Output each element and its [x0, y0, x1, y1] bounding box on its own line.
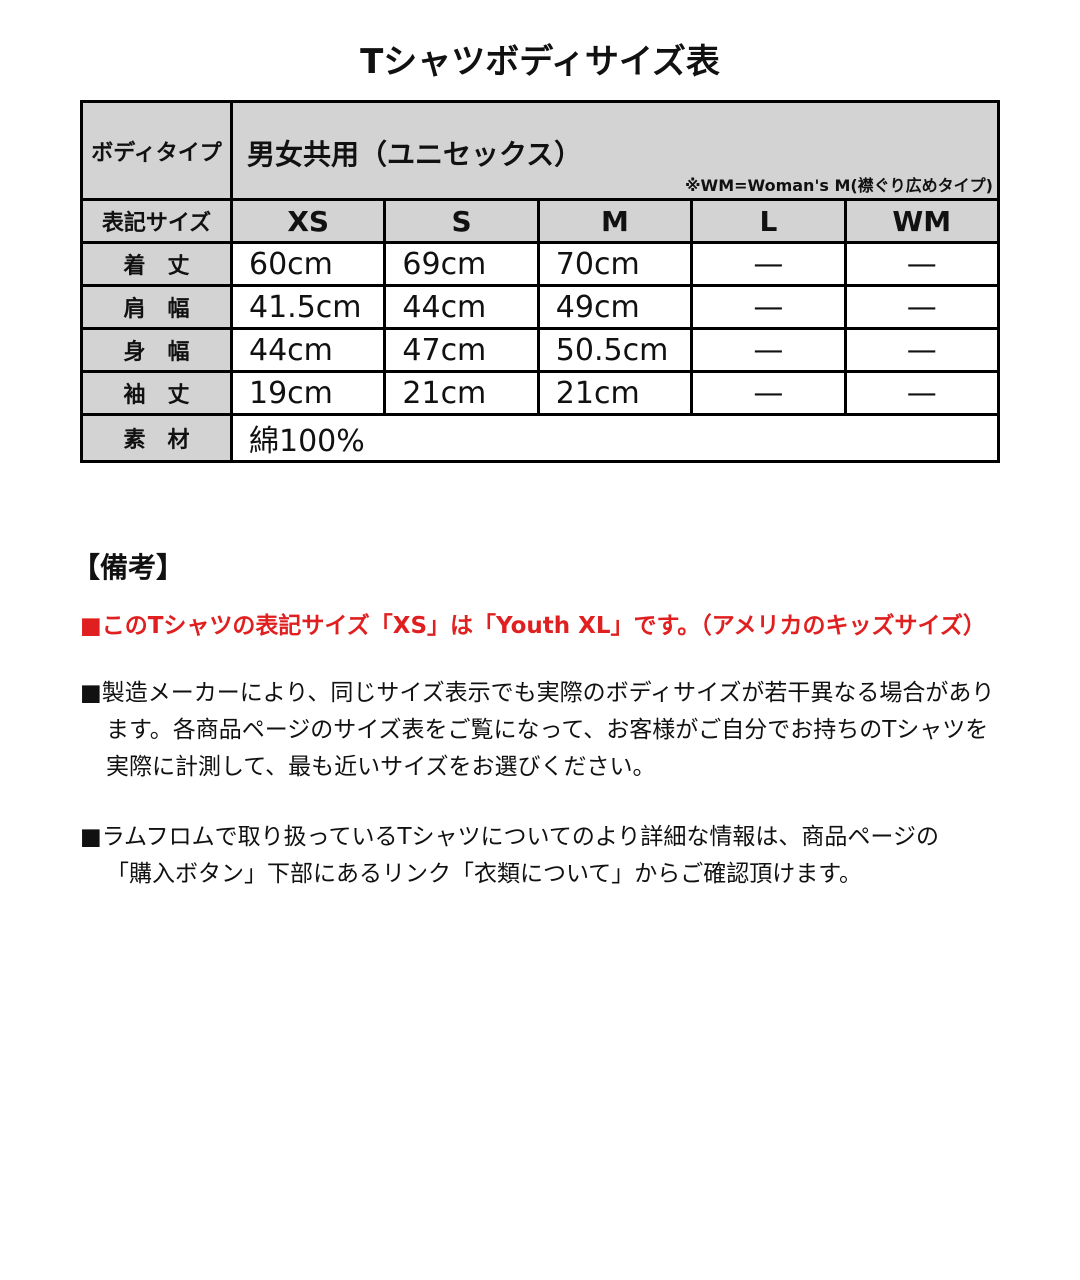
- row-value: 41.5cm: [229, 284, 387, 330]
- row-value: 50.5cm: [536, 327, 694, 373]
- row-value: 60cm: [229, 241, 387, 287]
- material-value: 綿100%: [230, 413, 1000, 463]
- row-label: 肩 幅: [80, 284, 233, 330]
- size-m: M: [536, 198, 694, 244]
- row-value: —: [690, 327, 847, 373]
- measurement-row: 肩 幅 41.5cm 44cm 49cm — —: [80, 284, 1001, 330]
- measurement-row: 袖 丈 19cm 21cm 21cm — —: [80, 370, 1001, 416]
- body-type-label: ボディタイプ: [80, 100, 233, 201]
- material-label: 素 材: [80, 413, 233, 463]
- row-value: 21cm: [536, 370, 694, 416]
- row-value: —: [843, 327, 1001, 373]
- material-row: 素 材 綿100%: [80, 413, 1000, 463]
- details-note: ■ラムフロムで取り扱っているTシャツについてのより詳細な情報は、商品ページの 「…: [80, 819, 939, 893]
- manufacturer-note: ■製造メーカーにより、同じサイズ表示でも実際のボディサイズが若干異なる場合があり…: [80, 675, 994, 786]
- note-line: ます。各商品ページのサイズ表をご覧になって、お客様がご自分でお持ちのTシャツを: [106, 717, 989, 743]
- row-value: 49cm: [536, 284, 694, 330]
- size-l: L: [690, 198, 847, 244]
- note-line: 実際に計測して、最も近いサイズをお選びください。: [106, 754, 656, 780]
- body-type-row: ボディタイプ 男女共用（ユニセックス） ※WM=Woman's M(襟ぐり広めタ…: [80, 100, 1000, 201]
- row-value: —: [690, 284, 847, 330]
- body-type-note: ※WM=Woman's M(襟ぐり広めタイプ): [684, 176, 993, 195]
- size-label: 表記サイズ: [80, 198, 233, 244]
- size-header-row: 表記サイズ XS S M L WM: [80, 198, 1001, 244]
- row-value: —: [690, 370, 847, 416]
- row-value: 44cm: [383, 284, 540, 330]
- note-line: ■ラムフロムで取り扱っているTシャツについてのより詳細な情報は、商品ページの: [80, 824, 939, 850]
- row-label: 着 丈: [80, 241, 233, 287]
- page-title: Tシャツボディサイズ表: [360, 42, 720, 82]
- measurement-row: 身 幅 44cm 47cm 50.5cm — —: [80, 327, 1001, 373]
- size-wm: WM: [843, 198, 1001, 244]
- size-s: S: [383, 198, 540, 244]
- note-line: 「購入ボタン」下部にあるリンク「衣類について」からご確認頂けます。: [106, 861, 863, 887]
- row-value: 19cm: [229, 370, 387, 416]
- row-label: 身 幅: [80, 327, 233, 373]
- note-line: ■製造メーカーにより、同じサイズ表示でも実際のボディサイズが若干異なる場合があり: [80, 680, 995, 706]
- size-xs: XS: [229, 198, 387, 244]
- row-value: 47cm: [383, 327, 540, 373]
- row-label: 袖 丈: [80, 370, 233, 416]
- row-value: —: [690, 241, 847, 287]
- row-value: —: [843, 284, 1001, 330]
- row-value: 69cm: [383, 241, 540, 287]
- row-value: —: [843, 241, 1001, 287]
- body-type-value: 男女共用（ユニセックス）: [247, 138, 583, 171]
- measurement-row: 着 丈 60cm 69cm 70cm — —: [80, 241, 1001, 287]
- youth-size-note: ■このTシャツの表記サイズ「XS」は「Youth XL」です。（アメリカのキッズ…: [80, 613, 986, 639]
- row-value: 21cm: [383, 370, 540, 416]
- row-value: —: [843, 370, 1001, 416]
- row-value: 70cm: [536, 241, 694, 287]
- row-value: 44cm: [229, 327, 387, 373]
- notes-heading: 【備考】: [72, 551, 185, 584]
- size-table: ボディタイプ 男女共用（ユニセックス） ※WM=Woman's M(襟ぐり広めタ…: [80, 100, 1001, 463]
- body-type-cell: 男女共用（ユニセックス） ※WM=Woman's M(襟ぐり広めタイプ): [230, 100, 1000, 201]
